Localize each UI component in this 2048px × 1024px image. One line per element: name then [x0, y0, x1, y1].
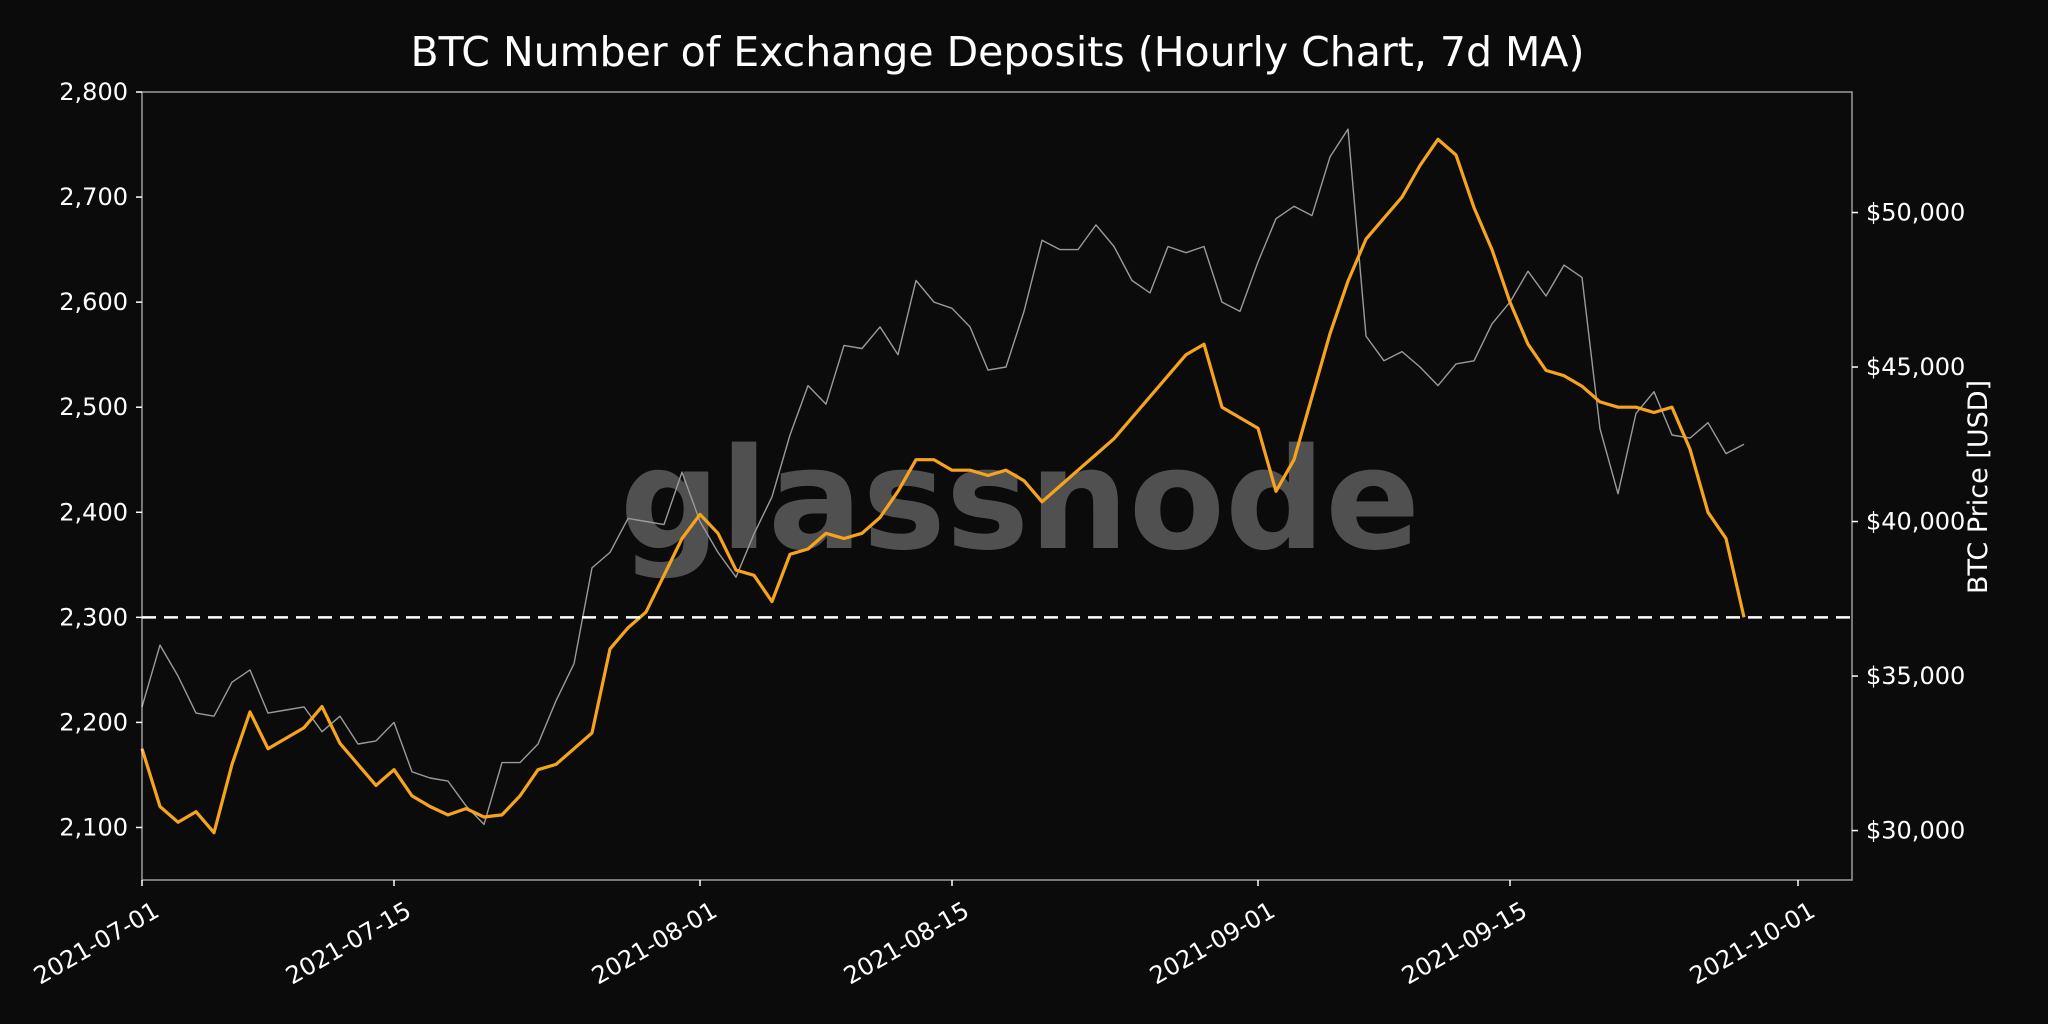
x-tick-label: 2021-09-01 — [1145, 896, 1280, 990]
y-tick-label: 2,700 — [59, 183, 128, 211]
series-line-btc-price — [141, 128, 1745, 826]
x-tick-label: 2021-08-15 — [839, 896, 974, 990]
y-tick-label: 2,600 — [59, 288, 128, 316]
y-tick-label: 2,400 — [59, 498, 128, 526]
y-tick-label: 2,500 — [59, 393, 128, 421]
x-tick-label: 2021-07-01 — [29, 896, 164, 990]
x-tick-label: 2021-08-01 — [587, 896, 722, 990]
y-tick-label: 2,800 — [59, 78, 128, 106]
y-tick-label: 2,200 — [59, 708, 128, 736]
x-tick-label: 2021-09-15 — [1397, 896, 1532, 990]
y2-tick-label: $40,000 — [1866, 508, 1965, 536]
plot-area — [140, 128, 1746, 835]
right-y-axis: $30,000 $35,000 $40,000 $45,000 $50,000 — [1852, 199, 1965, 845]
y2-tick-label: $30,000 — [1866, 817, 1965, 845]
y-tick-label: 2,300 — [59, 603, 128, 631]
chart-title: BTC Number of Exchange Deposits (Hourly … — [410, 28, 1585, 76]
y-tick-label: 2,100 — [59, 813, 128, 841]
y2-tick-label: $50,000 — [1866, 199, 1965, 227]
x-tick-label: 2021-10-01 — [1685, 896, 1820, 990]
right-axis-label: BTC Price [USD] — [1963, 380, 1994, 594]
series-line-exchange-deposits — [140, 137, 1746, 835]
x-axis: 2021-07-01 2021-07-15 2021-08-01 2021-08-15… — [29, 880, 1820, 990]
y2-tick-label: $35,000 — [1866, 662, 1965, 690]
watermark-logo: glassnode — [620, 419, 1420, 582]
plot-frame — [141, 91, 1853, 881]
x-tick-label: 2021-07-15 — [281, 896, 416, 990]
y2-tick-label: $45,000 — [1866, 353, 1965, 381]
left-y-axis: 2,100 2,200 2,300 2,400 2,500 2,600 2,700 2,800 — [59, 78, 142, 841]
